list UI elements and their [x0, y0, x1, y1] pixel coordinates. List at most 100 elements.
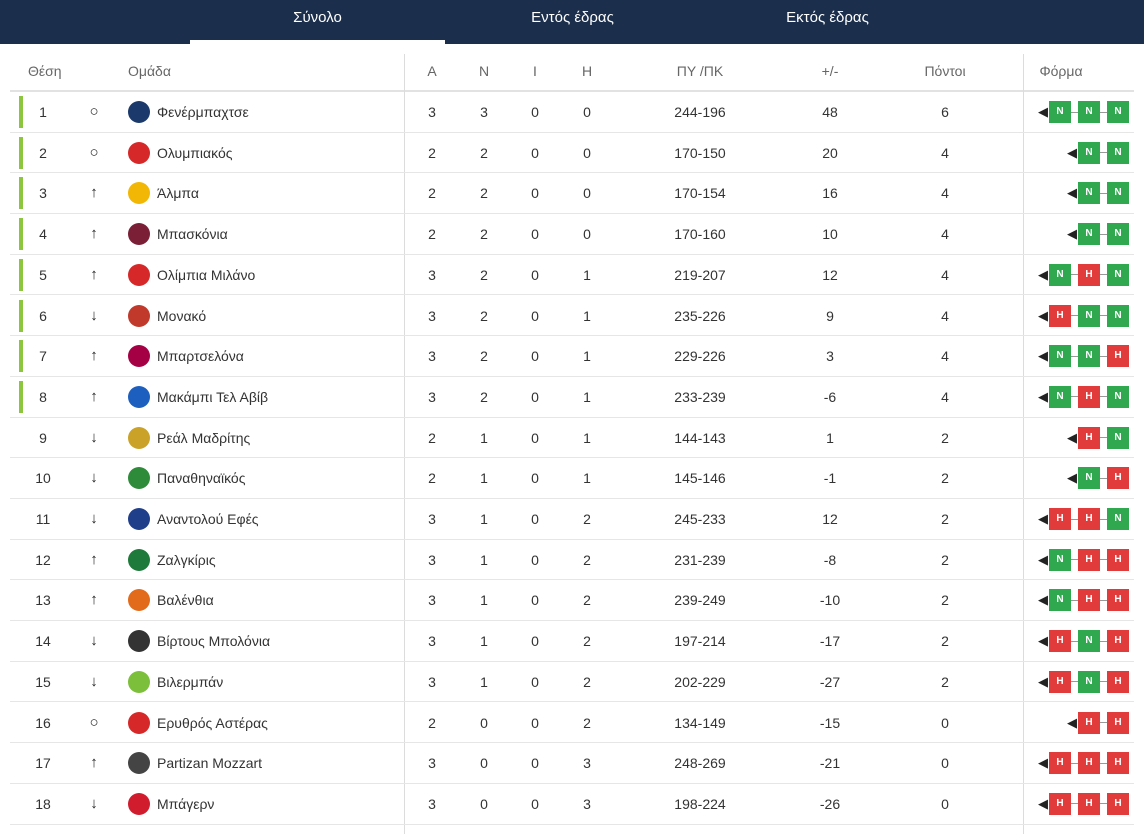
- form-result-badge[interactable]: H: [1078, 263, 1100, 286]
- form-result-badge[interactable]: N: [1107, 182, 1129, 205]
- header-wins[interactable]: N: [478, 63, 490, 79]
- table-row[interactable]: 6 ↓ Μονακό 3 2 0 1 235-226 9 4 ◀ H N N: [10, 296, 1134, 337]
- header-played[interactable]: A: [427, 63, 437, 79]
- table-row[interactable]: 16 ○ Ερυθρός Αστέρας 2 0 0 2 134-149 -15 0 ◀ H H: [10, 703, 1134, 744]
- form-result-badge[interactable]: H: [1049, 304, 1071, 327]
- team-name[interactable]: Ερυθρός Αστέρας: [157, 714, 268, 731]
- table-row[interactable]: 11 ↓ Αναντολού Εφές 3 1 0 2 245-233 12 2 ◀ H H N: [10, 499, 1134, 540]
- tab-total[interactable]: Σύνολο: [190, 0, 445, 44]
- form-result-badge[interactable]: H: [1107, 345, 1129, 368]
- form-result-badge[interactable]: N: [1107, 101, 1129, 123]
- form-result-badge[interactable]: H: [1078, 752, 1100, 775]
- table-row[interactable]: 5 ↑ Ολίμπια Μιλάνο 3 2 0 1 219-207 12 4 ◀ N H N: [10, 255, 1134, 296]
- team-name[interactable]: Βίρτους Μπολόνια: [157, 633, 271, 650]
- header-position[interactable]: Θέση: [28, 63, 62, 79]
- header-points-for-against[interactable]: ΠΥ /ΠΚ: [676, 63, 724, 79]
- form-result-badge[interactable]: N: [1049, 263, 1071, 286]
- header-form[interactable]: Φόρμα: [1039, 63, 1083, 79]
- team-name[interactable]: Άλμπα: [157, 185, 199, 202]
- form-result-badge[interactable]: N: [1078, 670, 1100, 693]
- team-name[interactable]: Ρεάλ Μαδρίτης: [157, 429, 251, 446]
- form-result-badge[interactable]: H: [1078, 711, 1100, 734]
- table-row[interactable]: 3 ↑ Άλμπα 2 2 0 0 170-154 16 4 ◀ N N: [10, 173, 1134, 215]
- form-result-badge[interactable]: N: [1049, 345, 1071, 368]
- form-result-badge[interactable]: N: [1078, 345, 1100, 368]
- form-result-badge[interactable]: N: [1078, 304, 1100, 327]
- team-name[interactable]: Ολίμπια Μιλάνο: [157, 266, 256, 283]
- form-result-badge[interactable]: H: [1107, 467, 1129, 490]
- form-result-badge[interactable]: N: [1078, 630, 1100, 653]
- form-result-badge[interactable]: N: [1107, 304, 1129, 327]
- form-result-badge[interactable]: N: [1049, 385, 1071, 408]
- team-name[interactable]: Παναθηναϊκός: [157, 470, 246, 487]
- form-result-badge[interactable]: H: [1049, 752, 1071, 775]
- form-result-badge[interactable]: N: [1078, 141, 1100, 164]
- form-result-badge[interactable]: H: [1049, 508, 1071, 530]
- form-result-badge[interactable]: H: [1078, 508, 1100, 530]
- table-row[interactable]: 8 ↑ Μακάμπι Τελ Αβίβ 3 2 0 1 233-239 -6 4 ◀ N H N: [10, 377, 1134, 418]
- table-row[interactable]: 15 ↓ Βιλερμπάν 3 1 0 2 202-229 -27 2 ◀ H N H: [10, 662, 1134, 703]
- team-name[interactable]: Βιλερμπάν: [157, 673, 224, 690]
- header-losses[interactable]: H: [581, 63, 593, 79]
- form-result-badge[interactable]: H: [1078, 426, 1100, 449]
- team-name[interactable]: Βαλένθια: [157, 592, 214, 609]
- team-name[interactable]: Μακάμπι Τελ Αβίβ: [157, 388, 269, 405]
- form-result-badge[interactable]: H: [1078, 548, 1100, 571]
- form-result-badge[interactable]: N: [1078, 101, 1100, 123]
- table-row[interactable]: 10 ↓ Παναθηναϊκός 2 1 0 1 145-146 -1 2 ◀ N H: [10, 458, 1134, 499]
- form-result-badge[interactable]: H: [1078, 792, 1100, 815]
- tab-away[interactable]: Εκτός έδρας: [786, 9, 869, 26]
- form-result-badge[interactable]: H: [1107, 711, 1129, 734]
- header-team[interactable]: Ομάδα: [128, 63, 171, 79]
- table-row[interactable]: 4 ↑ Μπασκόνια 2 2 0 0 170-160 10 4 ◀ N N: [10, 214, 1134, 255]
- form-result-badge[interactable]: N: [1078, 182, 1100, 205]
- form-result-badge[interactable]: N: [1078, 467, 1100, 490]
- team-name[interactable]: Ολυμπιακός: [157, 144, 233, 161]
- form-result-badge[interactable]: H: [1107, 670, 1129, 693]
- form-result-badge[interactable]: N: [1107, 508, 1129, 530]
- team-name[interactable]: Μονακό: [157, 307, 207, 324]
- team-name[interactable]: Partizan Mozzart: [157, 755, 263, 772]
- form-result-badge[interactable]: H: [1107, 752, 1129, 775]
- points: 4: [941, 185, 949, 202]
- team-name[interactable]: Μπασκόνια: [157, 226, 228, 243]
- form-result-badge[interactable]: H: [1078, 589, 1100, 612]
- table-row[interactable]: 18 ↓ Μπάγερν 3 0 0 3 198-224 -26 0 ◀ H H H: [10, 784, 1134, 825]
- team-name[interactable]: Μπαρτσελόνα: [157, 348, 244, 365]
- form-result-badge[interactable]: N: [1107, 385, 1129, 408]
- table-row[interactable]: 13 ↑ Βαλένθια 3 1 0 2 239-249 -10 2 ◀ N H H: [10, 580, 1134, 622]
- form-result-badge[interactable]: H: [1107, 630, 1129, 653]
- team-name[interactable]: Μπάγερν: [157, 795, 215, 812]
- form-result-badge[interactable]: N: [1049, 548, 1071, 571]
- form-result-badge[interactable]: H: [1049, 792, 1071, 815]
- form-result-badge[interactable]: N: [1107, 141, 1129, 164]
- form-result-badge[interactable]: N: [1107, 426, 1129, 449]
- form-result-badge[interactable]: N: [1078, 223, 1100, 246]
- form-result-badge[interactable]: N: [1049, 589, 1071, 612]
- form-result-badge[interactable]: N: [1107, 263, 1129, 286]
- table-row[interactable]: 9 ↓ Ρεάλ Μαδρίτης 2 1 0 1 144-143 1 2 ◀ H N: [10, 418, 1134, 459]
- form-result-badge[interactable]: N: [1049, 101, 1071, 123]
- form-result-badge[interactable]: N: [1107, 223, 1129, 246]
- form-result-badge[interactable]: H: [1049, 670, 1071, 693]
- tab-home[interactable]: Εντός έδρας: [531, 9, 614, 26]
- header-points[interactable]: Πόντοι: [924, 63, 966, 79]
- table-row[interactable]: 2 ○ Ολυμπιακός 2 2 0 0 170-150 20 4 ◀ N N: [10, 133, 1134, 174]
- table-row[interactable]: 12 ↑ Ζαλγκίρις 3 1 0 2 231-239 -8 2 ◀ N H H: [10, 540, 1134, 581]
- header-diff[interactable]: +/-: [821, 63, 839, 79]
- team-name[interactable]: Φενέρμπαχτσε: [157, 104, 249, 120]
- trend-icon: ↓: [90, 794, 98, 812]
- team-name[interactable]: Αναντολού Εφές: [157, 511, 259, 527]
- form-result-badge[interactable]: H: [1049, 630, 1071, 653]
- table-row[interactable]: 7 ↑ Μπαρτσελόνα 3 2 0 1 229-226 3 4 ◀ N N H: [10, 336, 1134, 377]
- table-row[interactable]: 14 ↓ Βίρτους Μπολόνια 3 1 0 2 197-214 -17 2 ◀ H N H: [10, 621, 1134, 662]
- form-sequence: ◀ H H N: [1038, 508, 1129, 530]
- table-row[interactable]: 17 ↑ Partizan Mozzart 3 0 0 3 248-269 -21 0 ◀ H H H: [10, 743, 1134, 784]
- form-result-badge[interactable]: H: [1107, 589, 1129, 612]
- form-result-badge[interactable]: H: [1107, 792, 1129, 815]
- team-name[interactable]: Ζαλγκίρις: [157, 551, 216, 568]
- table-row[interactable]: 1 ○ Φενέρμπαχτσε 3 3 0 0 244-196 48 6 ◀ N N N: [10, 92, 1134, 133]
- form-result-badge[interactable]: H: [1107, 548, 1129, 571]
- header-draws[interactable]: I: [533, 63, 537, 79]
- form-result-badge[interactable]: H: [1078, 385, 1100, 408]
